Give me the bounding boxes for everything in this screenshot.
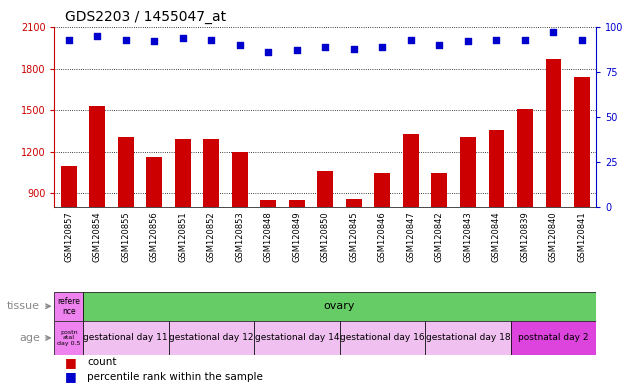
Text: GSM120849: GSM120849 bbox=[292, 212, 301, 262]
Point bbox=[406, 36, 416, 43]
Text: gestational day 11: gestational day 11 bbox=[83, 333, 168, 343]
Text: GSM120857: GSM120857 bbox=[64, 212, 73, 262]
Point bbox=[235, 42, 245, 48]
Text: refere
nce: refere nce bbox=[57, 296, 80, 316]
Text: GSM120856: GSM120856 bbox=[150, 212, 159, 262]
Text: GSM120850: GSM120850 bbox=[320, 212, 330, 262]
Text: GSM120851: GSM120851 bbox=[178, 212, 187, 262]
Text: GSM120855: GSM120855 bbox=[121, 212, 130, 262]
Point bbox=[377, 44, 387, 50]
Bar bbox=[460, 137, 476, 207]
Text: count: count bbox=[87, 358, 117, 367]
Bar bbox=[517, 109, 533, 207]
Point bbox=[520, 36, 530, 43]
Text: gestational day 12: gestational day 12 bbox=[169, 333, 254, 343]
Bar bbox=[54, 292, 83, 321]
Text: GSM120842: GSM120842 bbox=[435, 212, 444, 262]
Text: GDS2203 / 1455047_at: GDS2203 / 1455047_at bbox=[65, 10, 226, 25]
Point bbox=[92, 33, 103, 39]
Bar bbox=[232, 152, 247, 207]
Bar bbox=[431, 173, 447, 207]
Text: GSM120853: GSM120853 bbox=[235, 212, 244, 262]
Bar bbox=[374, 173, 390, 207]
Text: GSM120839: GSM120839 bbox=[520, 212, 529, 262]
Point bbox=[548, 29, 558, 35]
Text: GSM120846: GSM120846 bbox=[378, 212, 387, 262]
Text: GSM120847: GSM120847 bbox=[406, 212, 415, 262]
Text: gestational day 16: gestational day 16 bbox=[340, 333, 424, 343]
Point bbox=[178, 35, 188, 41]
Point bbox=[320, 44, 331, 50]
Bar bbox=[175, 139, 190, 207]
Bar bbox=[89, 106, 105, 207]
Text: gestational day 14: gestational day 14 bbox=[254, 333, 339, 343]
Bar bbox=[340, 321, 425, 355]
Text: GSM120854: GSM120854 bbox=[93, 212, 102, 262]
Bar bbox=[203, 139, 219, 207]
Point bbox=[577, 36, 587, 43]
Bar bbox=[254, 321, 340, 355]
Text: GSM120843: GSM120843 bbox=[463, 212, 472, 262]
Bar bbox=[346, 199, 362, 207]
Point bbox=[434, 42, 444, 48]
Text: tissue: tissue bbox=[7, 301, 50, 311]
Text: GSM120852: GSM120852 bbox=[207, 212, 216, 262]
Bar bbox=[488, 130, 504, 207]
Text: ovary: ovary bbox=[324, 301, 355, 311]
Bar bbox=[403, 134, 419, 207]
Point bbox=[121, 36, 131, 43]
Text: GSM120844: GSM120844 bbox=[492, 212, 501, 262]
Bar bbox=[118, 137, 133, 207]
Text: age: age bbox=[19, 333, 50, 343]
Point bbox=[491, 36, 501, 43]
Text: ■: ■ bbox=[65, 356, 77, 369]
Bar bbox=[61, 166, 76, 207]
Bar bbox=[574, 77, 590, 207]
Bar bbox=[545, 59, 562, 207]
Text: GSM120845: GSM120845 bbox=[349, 212, 358, 262]
Point bbox=[349, 45, 359, 51]
Bar bbox=[260, 200, 276, 207]
Text: GSM120840: GSM120840 bbox=[549, 212, 558, 262]
Text: postnatal day 2: postnatal day 2 bbox=[518, 333, 588, 343]
Text: ■: ■ bbox=[65, 370, 77, 383]
Text: gestational day 18: gestational day 18 bbox=[426, 333, 510, 343]
Point bbox=[263, 49, 274, 55]
Bar bbox=[83, 321, 169, 355]
Bar bbox=[289, 200, 304, 207]
Bar bbox=[169, 321, 254, 355]
Text: postn
atal
day 0.5: postn atal day 0.5 bbox=[57, 329, 80, 346]
Bar bbox=[317, 171, 333, 207]
Bar bbox=[54, 321, 83, 355]
Point bbox=[463, 38, 473, 45]
Text: GSM120841: GSM120841 bbox=[578, 212, 587, 262]
Bar bbox=[425, 321, 511, 355]
Point bbox=[149, 38, 160, 45]
Bar bbox=[511, 321, 596, 355]
Point bbox=[206, 36, 217, 43]
Text: percentile rank within the sample: percentile rank within the sample bbox=[87, 372, 263, 382]
Point bbox=[63, 36, 74, 43]
Point bbox=[292, 47, 302, 53]
Text: GSM120848: GSM120848 bbox=[264, 212, 273, 262]
Bar bbox=[146, 157, 162, 207]
